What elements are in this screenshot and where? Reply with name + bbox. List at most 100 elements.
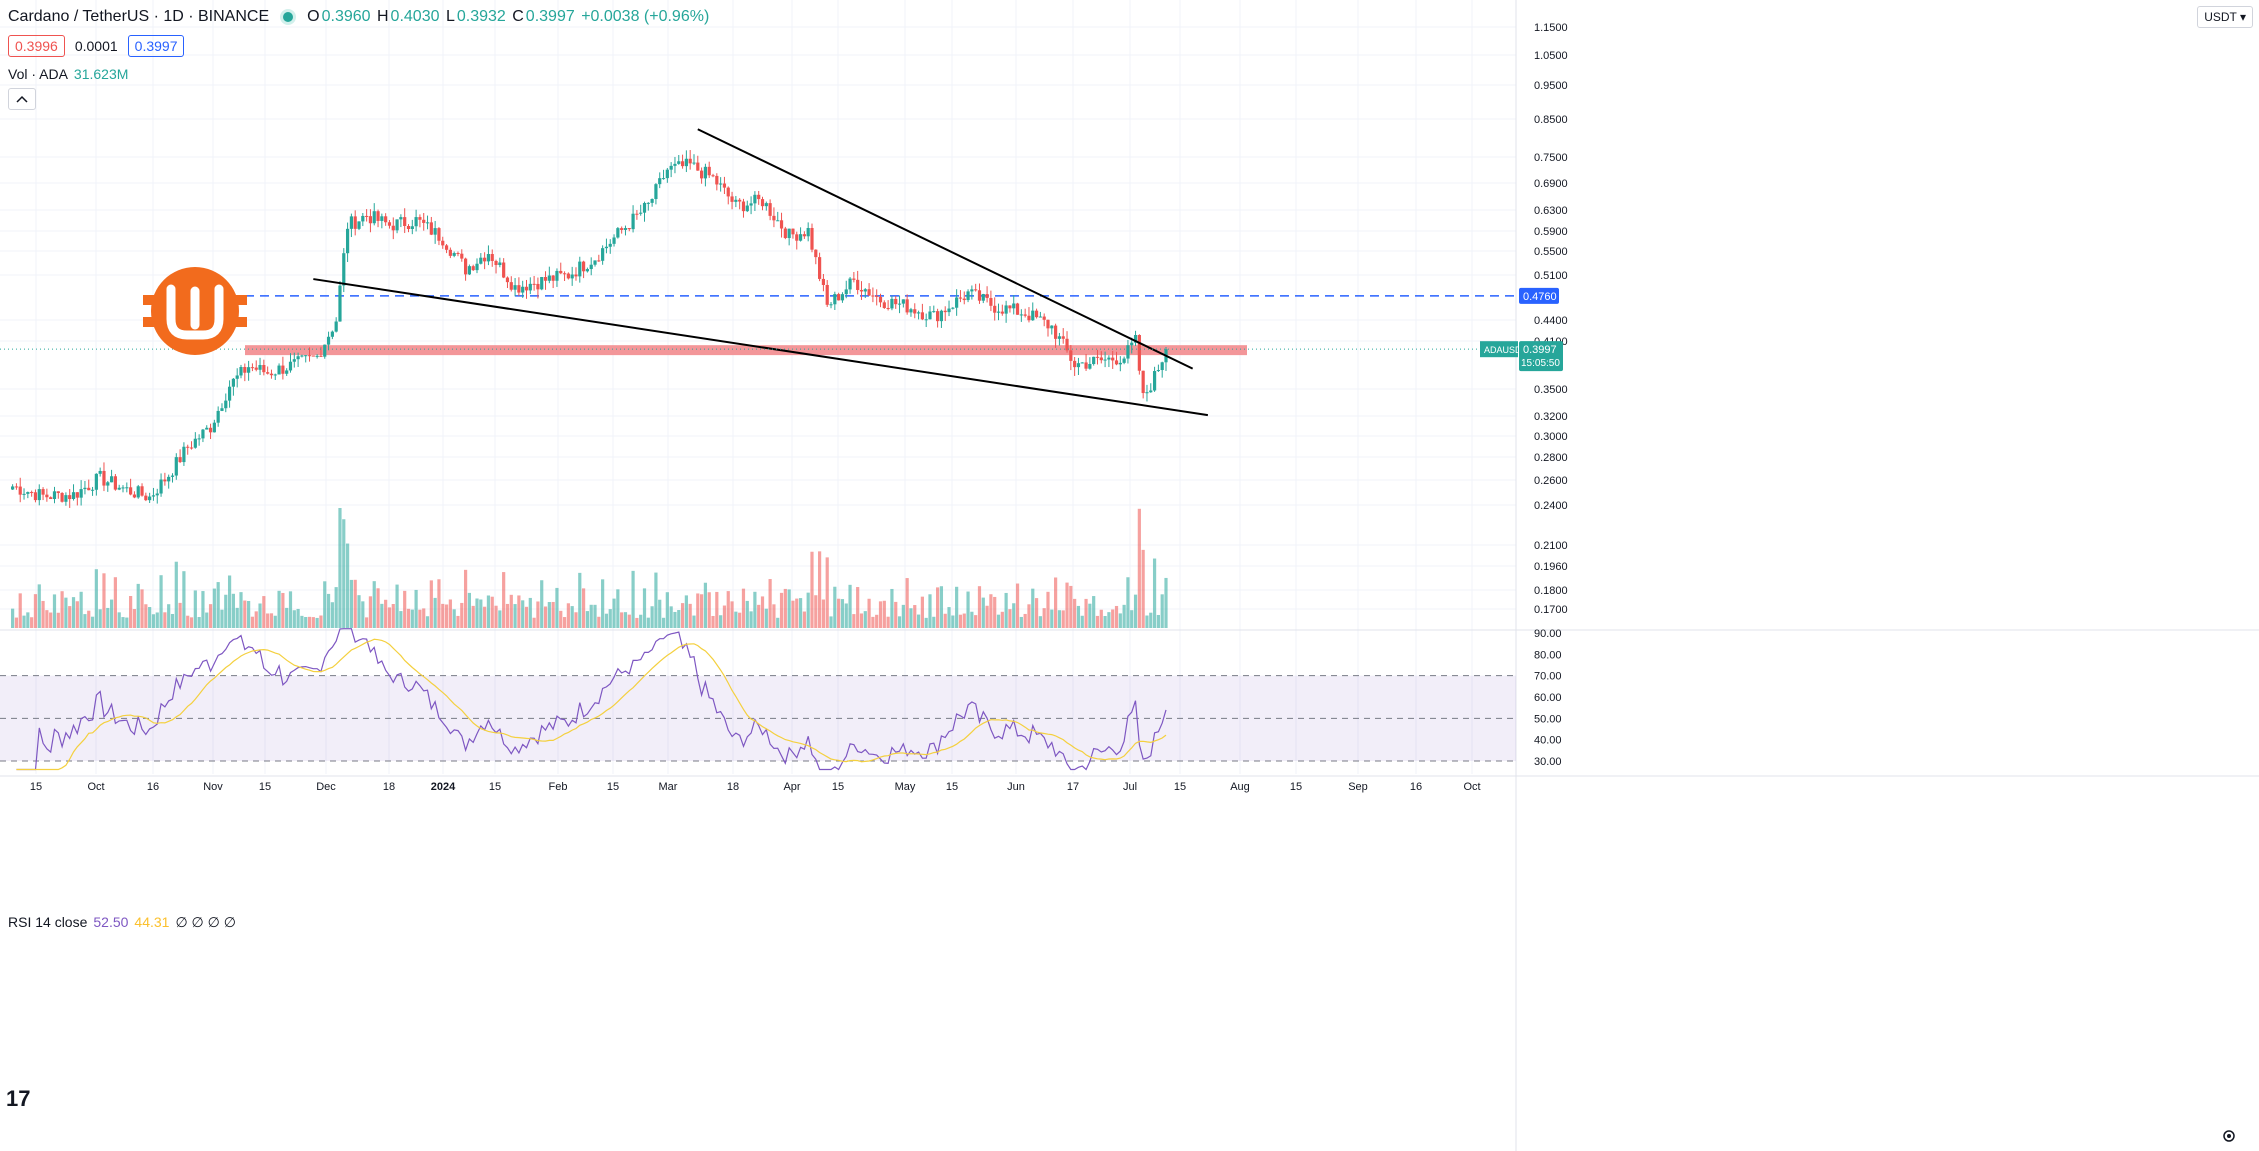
volume-bar: [505, 603, 510, 628]
volume-bar: [1152, 558, 1157, 628]
volume-bar: [757, 604, 761, 628]
volume-bar: [94, 569, 98, 628]
gear-icon[interactable]: [2221, 1128, 2237, 1149]
volume-bar: [1122, 604, 1126, 628]
volume-bar: [913, 605, 917, 628]
time-axis-label: Nov: [203, 781, 223, 793]
volume-bar: [764, 608, 768, 628]
rsi-legend: RSI 14 close 52.50 44.31 ∅ ∅ ∅ ∅: [8, 914, 236, 931]
volume-bar: [113, 577, 117, 628]
volume-bar: [368, 596, 373, 628]
candle-body: [738, 199, 742, 202]
time-axis-label: 15: [489, 781, 501, 793]
volume-bar: [1160, 594, 1164, 628]
volume-label[interactable]: Vol · ADA: [8, 66, 68, 82]
price-axis-tick: 0.2600: [1534, 475, 1568, 487]
current-price-tag-text: 0.3997: [1523, 344, 1557, 356]
candle-body: [734, 199, 738, 202]
candle-body: [490, 254, 494, 261]
volume-bar: [821, 599, 826, 628]
candle-body: [311, 355, 315, 357]
candle-body: [433, 228, 437, 235]
candle-body: [475, 263, 479, 271]
candle-body: [262, 365, 266, 373]
volume-bar: [1107, 612, 1111, 628]
high-label: H: [376, 8, 389, 25]
volume-bar: [273, 615, 277, 628]
price-axis-tick: 0.5100: [1534, 270, 1568, 282]
volume-bar: [205, 612, 209, 628]
time-axis-label: 16: [147, 781, 159, 793]
candle-body: [684, 158, 688, 167]
candle-body: [235, 375, 239, 379]
volume-bar: [155, 612, 159, 628]
rsi-axis-tick: 90.00: [1534, 628, 1562, 640]
candle-body: [307, 355, 312, 357]
volume-bar: [669, 606, 673, 628]
candle-body: [460, 253, 464, 259]
candle-body: [121, 487, 125, 489]
tv-logo-icon[interactable]: 17: [6, 1086, 40, 1114]
volume-bar: [993, 596, 997, 628]
volume-bar: [231, 593, 235, 628]
candle-body: [144, 495, 148, 501]
volume-bar: [1095, 615, 1100, 628]
candle-body: [1145, 392, 1149, 394]
candle-body: [680, 161, 685, 167]
candle-body: [109, 476, 114, 483]
volume-bar: [1118, 613, 1122, 628]
time-axis-label: 15: [259, 781, 271, 793]
bid-price-button[interactable]: 0.3996: [8, 35, 65, 57]
volume-bar: [890, 588, 894, 628]
volume-bar: [151, 614, 156, 628]
candle-body: [1080, 362, 1084, 364]
collapse-legend-button[interactable]: [8, 88, 36, 110]
candle-body: [677, 161, 681, 164]
currency-select[interactable]: USDT ▾: [2197, 6, 2253, 28]
currency-label: USDT: [2204, 10, 2237, 24]
volume-bar: [68, 606, 72, 628]
volume-bar: [958, 614, 963, 628]
candle-body: [49, 497, 53, 500]
volume-bar: [547, 602, 551, 628]
volume-bar: [235, 607, 239, 628]
candle-body: [414, 217, 418, 227]
volume-bar: [349, 579, 353, 628]
candle-body: [395, 219, 399, 231]
volume-bar: [467, 592, 471, 628]
volume-bar: [943, 613, 947, 628]
chevron-up-icon: [16, 95, 28, 103]
symbol-title[interactable]: Cardano / TetherUS · 1D · BINANCE: [8, 8, 270, 25]
candle-body: [772, 215, 776, 221]
volume-bar: [224, 594, 228, 628]
candle-body: [722, 183, 727, 188]
time-axis-label: Jul: [1123, 781, 1137, 793]
candle-body: [779, 220, 784, 229]
candle-body: [916, 312, 921, 314]
resistance-zone: [245, 345, 1247, 356]
volume-bar: [1004, 592, 1008, 628]
ask-price-button[interactable]: 0.3997: [127, 35, 185, 57]
volume-bar: [871, 616, 875, 628]
candle-body: [71, 492, 76, 500]
price-axis-tick: 0.8500: [1534, 114, 1568, 126]
volume-bar: [315, 617, 319, 628]
volume-bar: [475, 598, 479, 628]
candle-body: [330, 331, 334, 337]
candle-body: [444, 245, 449, 250]
candle-body: [1118, 362, 1122, 365]
candle-body: [521, 286, 525, 293]
candle-body: [45, 494, 49, 498]
rsi-axis-tick: 70.00: [1534, 671, 1562, 683]
volume-bar: [444, 604, 449, 628]
candle-body: [452, 253, 456, 256]
rsi-label[interactable]: RSI 14 close: [8, 914, 88, 930]
candle-body: [11, 486, 15, 490]
candle-body: [1095, 356, 1100, 358]
candle-body: [342, 253, 346, 286]
candle-body: [281, 365, 285, 374]
ohlc-values: O 0.3960 H 0.4030 L 0.3932 C 0.3997 +0.0038 …: [307, 8, 711, 26]
price-axis-tick: 0.6900: [1534, 178, 1568, 190]
price-axis-tick: 1.0500: [1534, 50, 1568, 62]
